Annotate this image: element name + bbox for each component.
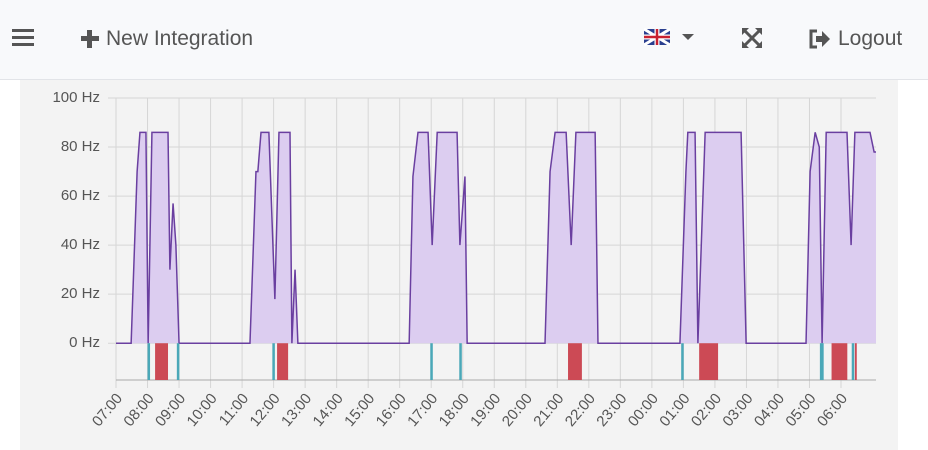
event-marker [819,343,824,380]
logout-button[interactable]: Logout [808,27,902,51]
new-integration[interactable]: New Integration [80,27,253,51]
event-marker [430,343,433,380]
event-marker [831,343,848,380]
top-bar: New Integration Logout [0,0,928,80]
y-tick-label: 40 Hz [61,236,100,253]
event-marker [851,343,855,380]
logout-label: Logout [838,27,903,50]
event-marker [176,343,180,380]
event-marker [568,343,582,380]
plus-icon [81,30,99,48]
event-marker [854,343,857,380]
event-marker [681,343,684,380]
y-tick-label: 100 Hz [52,89,100,106]
event-marker [272,343,275,380]
y-tick-label: 60 Hz [61,187,100,204]
new-integration-label: New Integration [106,27,254,50]
y-tick-label: 80 Hz [61,138,100,155]
language-menu[interactable] [644,27,698,47]
event-marker [277,343,289,380]
y-tick-label: 20 Hz [61,285,100,302]
y-tick-label: 0 Hz [69,334,100,351]
flag-icon [644,27,694,47]
event-marker [699,343,719,380]
logout-icon [809,29,830,49]
menu-button[interactable] [12,27,36,49]
expand-icon [741,27,763,49]
event-marker [459,343,462,380]
event-marker [147,343,151,380]
line [116,131,876,344]
event-marker [155,343,169,380]
fullscreen-button[interactable] [741,27,763,49]
menu-icon [12,29,34,46]
plot-area [116,98,876,380]
